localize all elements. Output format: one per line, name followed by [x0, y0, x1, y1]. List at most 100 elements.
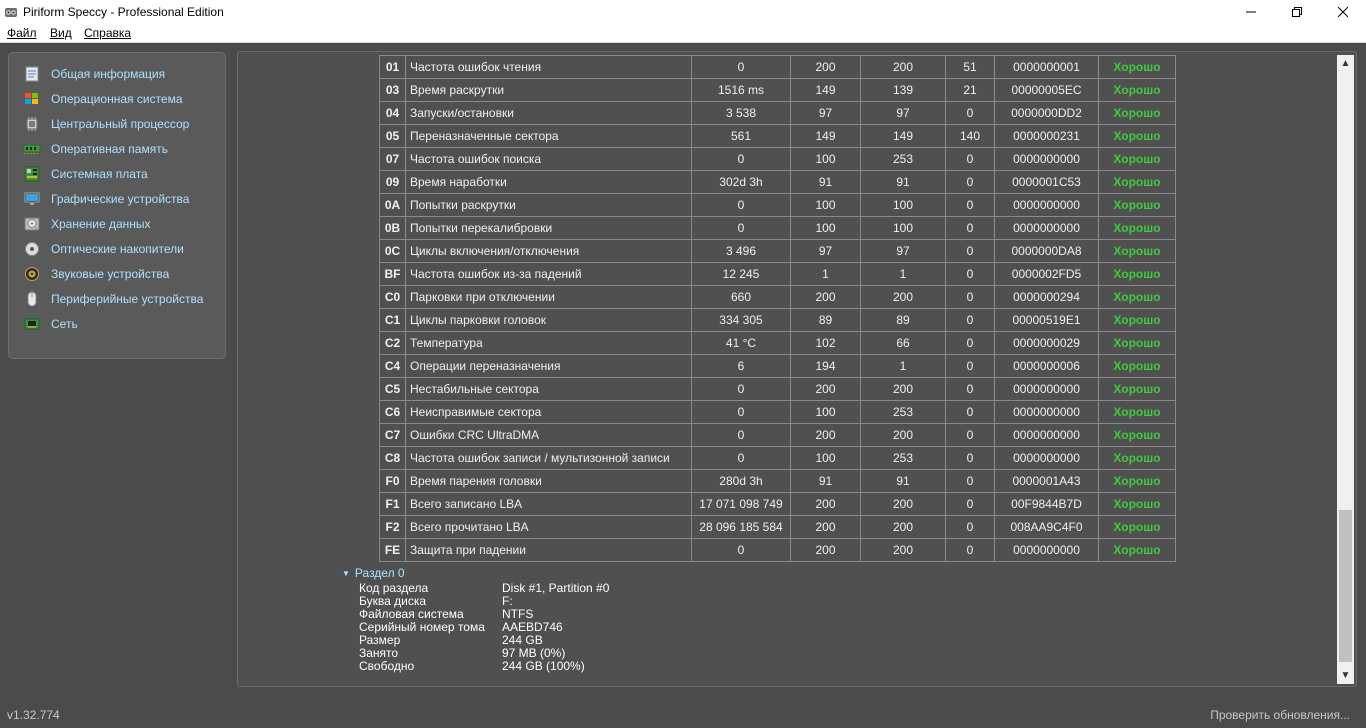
- worst-value: 1: [860, 262, 946, 286]
- attribute-id: 01: [379, 55, 406, 79]
- threshold-value: 0: [945, 239, 995, 263]
- sidebar-item-label: Сеть: [51, 317, 78, 331]
- partition-field-label: Размер: [359, 633, 401, 647]
- current-value: 200: [790, 538, 861, 562]
- raw-value: 280d 3h: [691, 469, 791, 493]
- attribute-id: C0: [379, 285, 406, 309]
- restore-button[interactable]: [1274, 0, 1320, 24]
- worst-value: 139: [860, 78, 946, 102]
- collapse-triangle-icon: ▼: [342, 568, 350, 578]
- raw-value: 0: [691, 400, 791, 424]
- current-value: 200: [790, 515, 861, 539]
- sidebar-item[interactable]: Оптические накопители: [23, 239, 184, 259]
- status-badge: Хорошо: [1098, 55, 1176, 79]
- window-title: Piriform Speccy - Professional Edition: [23, 5, 224, 19]
- mouse-icon: [23, 290, 41, 308]
- current-value: 97: [790, 101, 861, 125]
- attribute-name: Операции переназначения: [405, 354, 692, 378]
- partition-field-label: Свободно: [359, 659, 415, 673]
- attribute-name: Запуски/остановки: [405, 101, 692, 125]
- menu-bar: Файл Вид Справка: [0, 24, 1366, 43]
- menu-file[interactable]: Файл: [7, 26, 37, 40]
- table-row: C1 Циклы парковки головок 334 305 89 89 0 0000…: [379, 308, 1176, 332]
- threshold-value: 0: [945, 308, 995, 332]
- raw-value: 0: [691, 216, 791, 240]
- attribute-name: Ошибки CRC UltraDMA: [405, 423, 692, 447]
- status-badge: Хорошо: [1098, 308, 1176, 332]
- table-row: BF Частота ошибок из-за падений 12 245 1 1 0 0…: [379, 262, 1176, 286]
- raw-hex-value: 0000000000: [994, 446, 1099, 470]
- menu-view[interactable]: Вид: [50, 26, 72, 40]
- raw-hex-value: 008AA9C4F0: [994, 515, 1099, 539]
- table-row: 04 Запуски/остановки 3 538 97 97 0 0000000DD2 Х…: [379, 101, 1176, 125]
- status-badge: Хорошо: [1098, 193, 1176, 217]
- threshold-value: 0: [945, 285, 995, 309]
- attribute-name: Время парения головки: [405, 469, 692, 493]
- sidebar-item-label: Центральный процессор: [51, 117, 190, 131]
- table-row: 01 Частота ошибок чтения 0 200 200 51 00000000…: [379, 55, 1176, 79]
- partition-field-value: 244 GB: [502, 633, 543, 647]
- table-row: 0C Циклы включения/отключения 3 496 97 97 0 00…: [379, 239, 1176, 263]
- partition-header-label: Раздел 0: [354, 566, 405, 580]
- network-icon: [23, 315, 41, 333]
- threshold-value: 0: [945, 262, 995, 286]
- partition-section-header[interactable]: ▼ Раздел 0: [342, 566, 405, 580]
- partition-field-label: Буква диска: [359, 594, 427, 608]
- worst-value: 253: [860, 147, 946, 171]
- current-value: 200: [790, 377, 861, 401]
- attribute-name: Время наработки: [405, 170, 692, 194]
- raw-value: 6: [691, 354, 791, 378]
- worst-value: 91: [860, 469, 946, 493]
- sidebar-item[interactable]: Звуковые устройства: [23, 264, 169, 284]
- raw-hex-value: 0000000231: [994, 124, 1099, 148]
- sidebar-item[interactable]: Операционная система: [23, 89, 183, 109]
- table-row: F1 Всего записано LBA 17 071 098 749 200 200…: [379, 492, 1176, 516]
- close-button[interactable]: [1320, 0, 1366, 24]
- sidebar-item[interactable]: Центральный процессор: [23, 114, 189, 134]
- sidebar-item[interactable]: Общая информация: [23, 64, 165, 84]
- status-badge: Хорошо: [1098, 492, 1176, 516]
- sidebar-item-label: Звуковые устройства: [51, 267, 170, 281]
- raw-value: 0: [691, 377, 791, 401]
- status-badge: Хорошо: [1098, 469, 1176, 493]
- title-bar: Piriform Speccy - Professional Edition: [0, 0, 1366, 24]
- sidebar-item[interactable]: Системная плата: [23, 164, 148, 184]
- hdd-icon: [23, 215, 41, 233]
- attribute-name: Время раскрутки: [405, 78, 692, 102]
- current-value: 200: [790, 492, 861, 516]
- attribute-id: BF: [379, 262, 406, 286]
- attribute-id: F2: [379, 515, 406, 539]
- table-row: C8 Частота ошибок записи / мультизонной з…: [379, 446, 1176, 470]
- scroll-thumb[interactable]: [1339, 510, 1352, 662]
- sidebar-item[interactable]: Графические устройства: [23, 189, 189, 209]
- sidebar-item-label: Оптические накопители: [51, 242, 184, 256]
- attribute-id: 0B: [379, 216, 406, 240]
- speaker-icon: [23, 265, 41, 283]
- smart-attributes-table: 01 Частота ошибок чтения 0 200 200 51 00000000…: [379, 55, 1176, 562]
- raw-hex-value: 0000000006: [994, 354, 1099, 378]
- worst-value: 1: [860, 354, 946, 378]
- menu-help[interactable]: Справка: [84, 26, 132, 40]
- table-row: 0A Попытки раскрутки 0 100 100 0 0000000000 Хор…: [379, 193, 1176, 217]
- scroll-up-arrow-icon[interactable]: ▲: [1340, 58, 1351, 69]
- sidebar-item[interactable]: Сеть: [23, 314, 78, 334]
- sidebar-item[interactable]: Хранение данных: [23, 214, 151, 234]
- attribute-name: Защита при падении: [405, 538, 692, 562]
- raw-value: 561: [691, 124, 791, 148]
- partition-field-value: NTFS: [502, 607, 534, 621]
- status-badge: Хорошо: [1098, 147, 1176, 171]
- attribute-name: Нестабильные сектора: [405, 377, 692, 401]
- sidebar-item[interactable]: Периферийные устройства: [23, 289, 203, 309]
- sidebar-item[interactable]: Оперативная память: [23, 139, 168, 159]
- minimize-button[interactable]: [1228, 0, 1274, 24]
- scroll-down-arrow-icon[interactable]: ▼: [1340, 670, 1351, 681]
- current-value: 100: [790, 147, 861, 171]
- vertical-scrollbar[interactable]: ▲ ▼: [1337, 55, 1354, 684]
- check-updates-link[interactable]: Проверить обновления...: [1210, 708, 1350, 722]
- table-row: C0 Парковки при отключении 660 200 200 0 00000…: [379, 285, 1176, 309]
- raw-hex-value: 0000000000: [994, 400, 1099, 424]
- table-row: C4 Операции переназначения 6 194 1 0 000000000…: [379, 354, 1176, 378]
- attribute-name: Температура: [405, 331, 692, 355]
- attribute-id: 09: [379, 170, 406, 194]
- worst-value: 97: [860, 101, 946, 125]
